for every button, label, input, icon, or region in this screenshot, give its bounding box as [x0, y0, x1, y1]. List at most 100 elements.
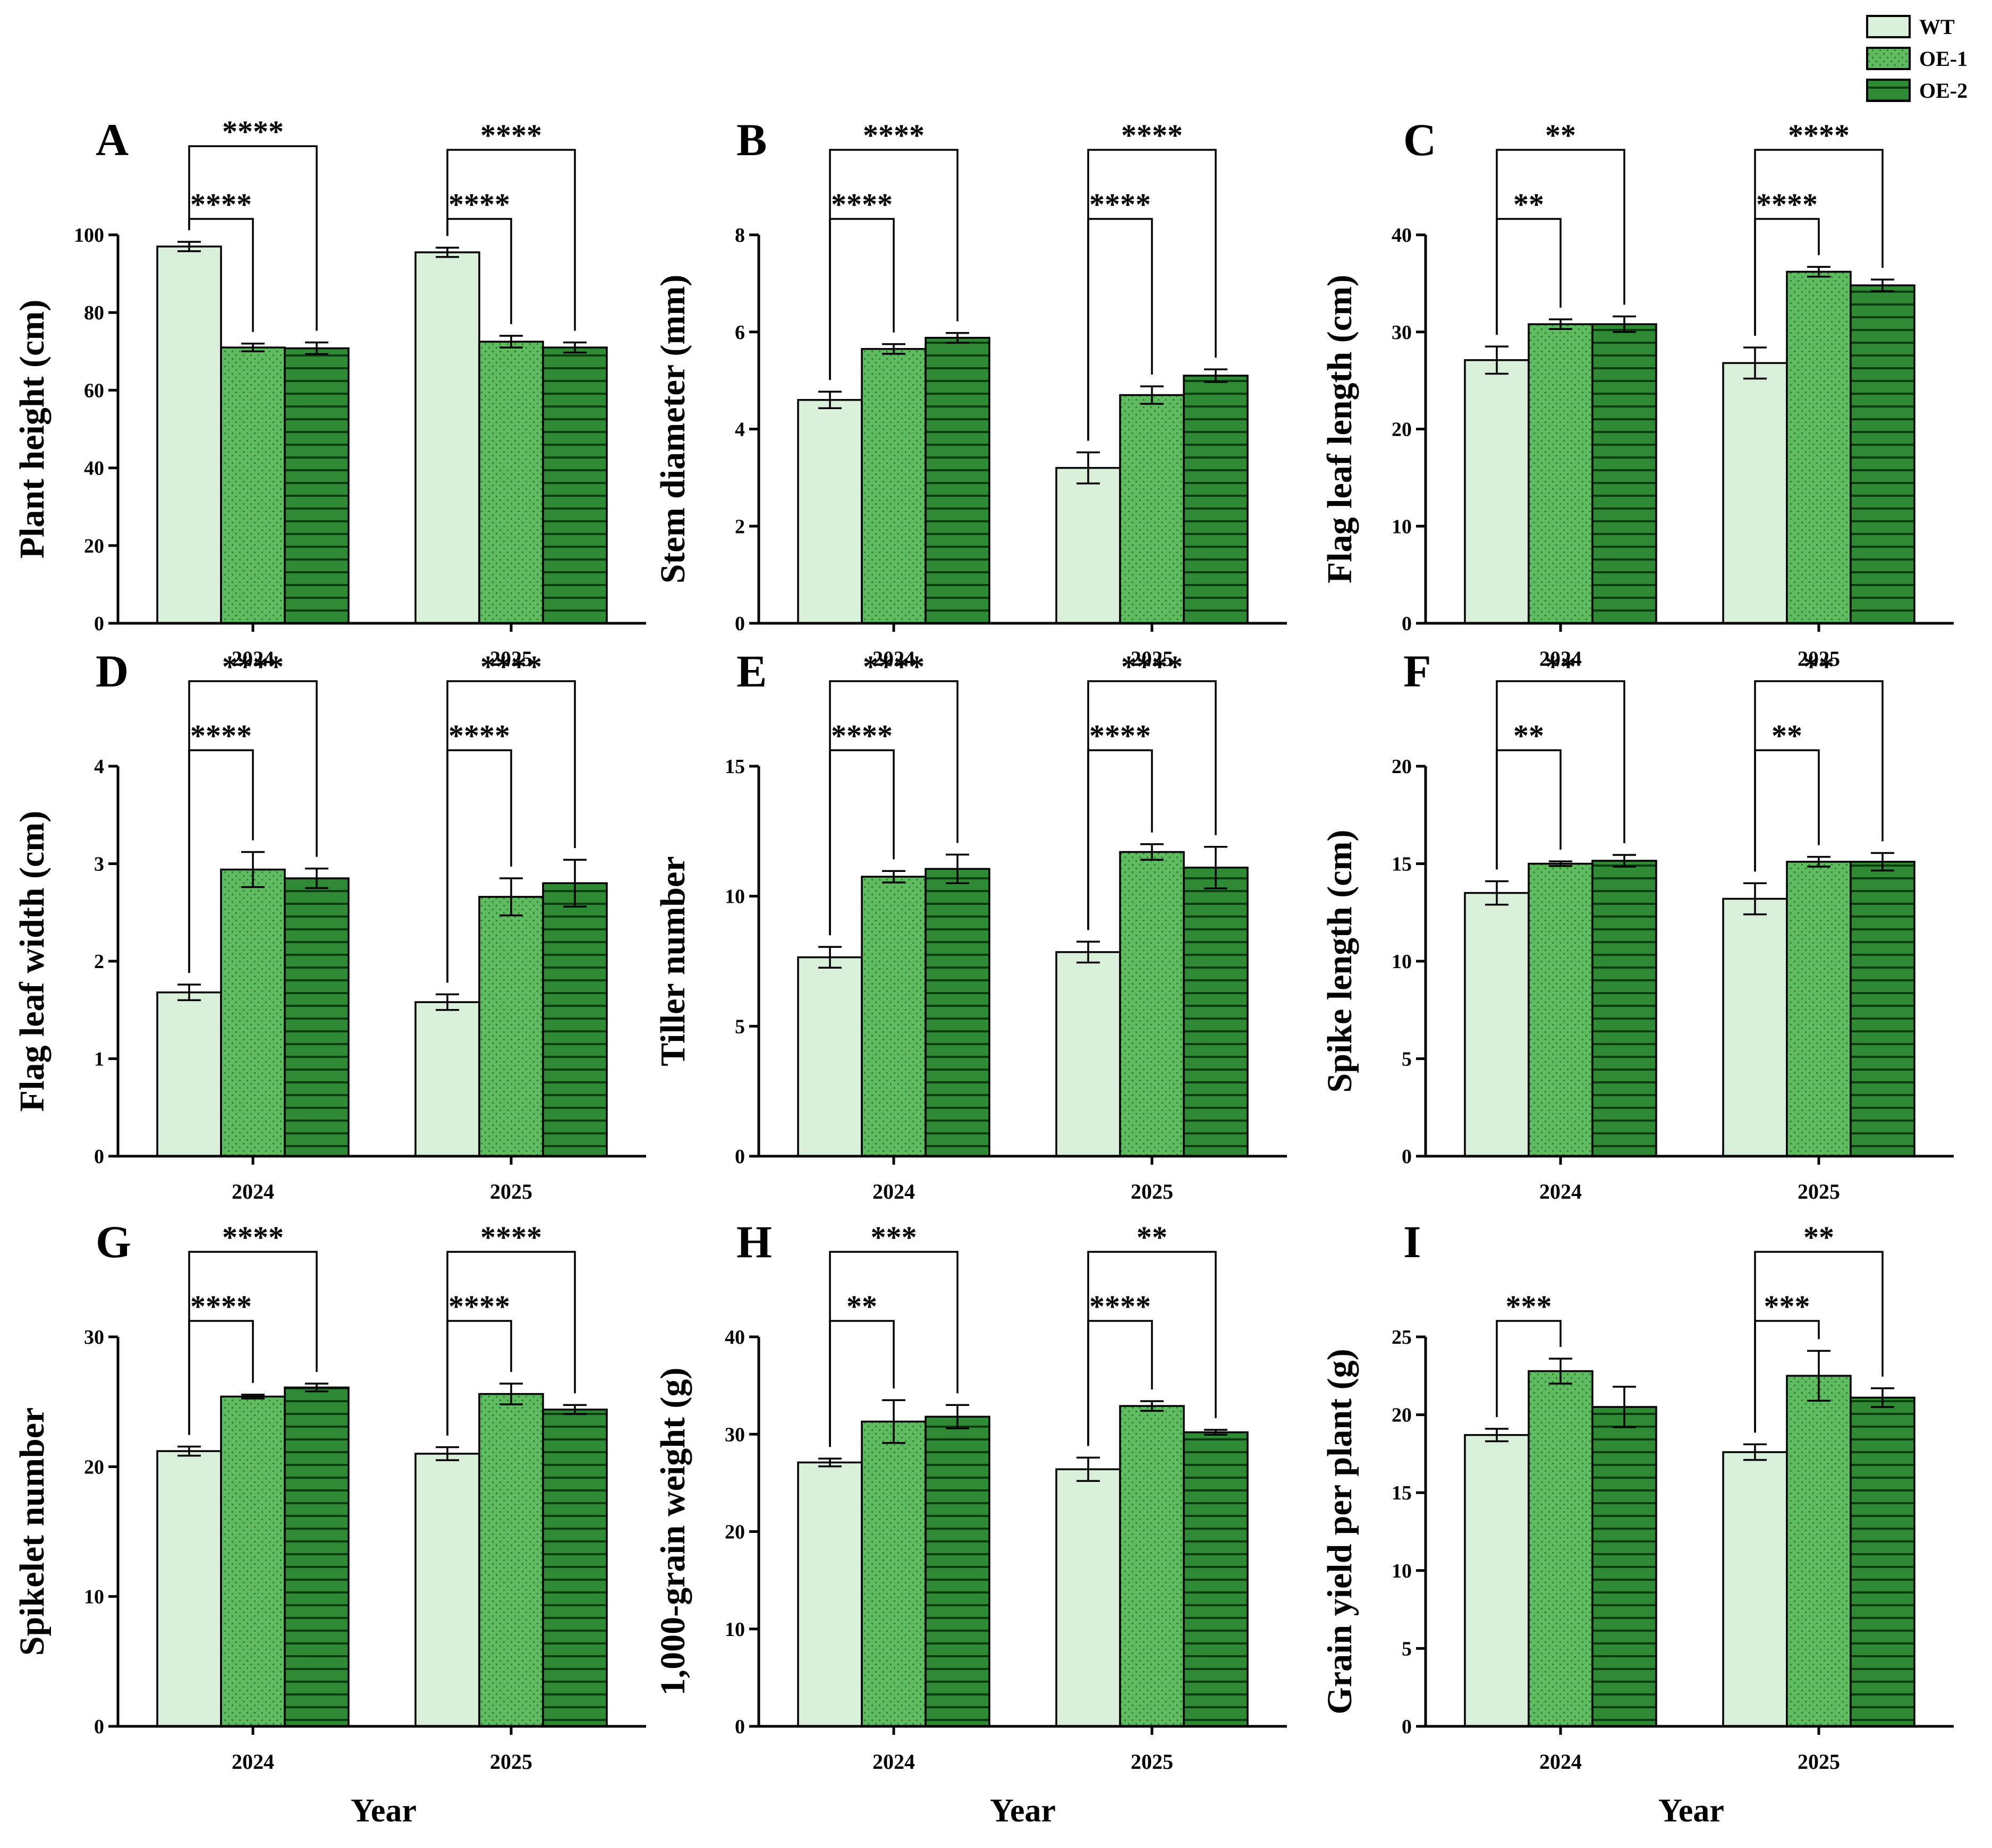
panel-h-bar-oe-1-2025: [1119, 1405, 1185, 1727]
legend: WT OE-1 OE-2: [1866, 15, 1968, 103]
panel-c-y-tick-label-40: 40: [1392, 224, 1412, 247]
panel-i-y-tick-label-5: 5: [1402, 1638, 1412, 1660]
panel-f-x-tick-label-2024: 2024: [1539, 1180, 1582, 1203]
panel-h-x-tick-label-2024: 2024: [872, 1750, 915, 1774]
legend-label-oe1: OE-1: [1919, 47, 1968, 71]
panel-i-y-tick-label-0: 0: [1402, 1716, 1412, 1738]
x-axis-label-col3: Year: [1658, 1793, 1724, 1829]
panel-h-bar-oe-1-2024: [861, 1420, 927, 1727]
panel-c-sig-label-2: ****: [1756, 187, 1818, 222]
panel-h-letter: H: [736, 1216, 772, 1267]
panel-a-sig-label-3: ****: [480, 118, 542, 152]
panel-c-sig-label-3: ****: [1788, 118, 1850, 152]
panel-h-y-tick-label-40: 40: [725, 1326, 745, 1349]
panel-b-letter: B: [736, 114, 767, 165]
panel-g-bar-oe-1-2024: [220, 1395, 286, 1727]
panel-d-bar-oe-1-2024: [220, 868, 286, 1157]
panel-a-y-tick-label-0: 0: [94, 613, 104, 635]
panel-c-y-axis-label: Flag leaf length (cm): [1320, 275, 1359, 583]
panel-h: H 1,000-grain weight (g) 2024 2025 0 10 20 30 40…: [654, 1216, 1287, 1774]
panel-c-y-tick-label-10: 10: [1392, 515, 1412, 538]
panel-b-bar-oe-1-2025: [1119, 394, 1185, 624]
panel-a-bar-oe-1-2025: [478, 341, 544, 624]
panel-i-sig-label-0: ***: [1506, 1289, 1552, 1324]
panel-e-bar-wt-2024: [797, 956, 863, 1157]
panel-h-sig-label-2: ****: [1089, 1289, 1151, 1324]
panel-f-bar-wt-2024: [1464, 892, 1530, 1157]
panel-b-bar-oe-1-2024: [861, 347, 927, 624]
panel-a: A Plant height (cm) 2024 2025 0 20 40 60 80 100 **…: [13, 114, 646, 671]
panel-g-bar-oe-2-2024: [284, 1386, 350, 1727]
panel-e-y-tick-label-10: 10: [725, 886, 745, 908]
panel-d-sig-label-2: ****: [448, 718, 510, 753]
panel-d-letter: D: [96, 646, 129, 697]
panel-d-y-tick-label-1: 1: [94, 1048, 104, 1071]
panel-g-sig-label-0: ****: [190, 1289, 252, 1324]
panel-e-x-tick-label-2024: 2024: [872, 1180, 915, 1203]
panel-d-x-tick-label-2025: 2025: [490, 1180, 532, 1203]
panel-e-sig-label-2: ****: [1089, 718, 1151, 753]
panel-a-sig-bracket-1: [188, 145, 318, 331]
panel-a-y-tick-label-100: 100: [74, 224, 104, 247]
x-axis-label-col2: Year: [990, 1793, 1056, 1829]
panel-e-bar-oe-2-2025: [1183, 867, 1249, 1157]
panel-h-sig-bracket-1: [829, 1251, 959, 1447]
panel-a-letter: A: [96, 114, 129, 165]
panel-d-bar-oe-1-2025: [478, 896, 544, 1157]
panel-h-bar-oe-2-2025: [1183, 1431, 1249, 1727]
panel-d-bar-wt-2024: [156, 991, 222, 1157]
panel-a-bar-oe-2-2024: [284, 347, 350, 624]
panel-h-sig-label-3: **: [1137, 1220, 1167, 1254]
panel-f-y-tick-label-20: 20: [1392, 756, 1412, 778]
panel-c-x-tick-label-2025: 2025: [1798, 647, 1840, 671]
panel-b-bar-wt-2024: [797, 399, 863, 624]
panel-i-y-tick-label-20: 20: [1392, 1404, 1412, 1427]
panel-d-sig-label-0: ****: [190, 718, 252, 753]
panel-f-y-tick-label-5: 5: [1402, 1048, 1412, 1071]
panel-i-sig-bracket-0: [1496, 1320, 1562, 1417]
panel-f-sig-bracket-0: [1496, 749, 1562, 870]
panel-c-bar-oe-2-2025: [1850, 284, 1915, 624]
panel-e-y-axis-label: Tiller number: [654, 856, 692, 1066]
panel-i-y-tick-label-15: 15: [1392, 1482, 1412, 1504]
x-axis-label-col1: Year: [351, 1793, 417, 1829]
panel-c-letter: C: [1403, 114, 1436, 165]
panel-c-y-tick-label-0: 0: [1402, 613, 1412, 635]
panel-e-sig-bracket-1: [829, 680, 959, 936]
panel-g-x-tick-label-2024: 2024: [232, 1750, 274, 1774]
panel-c-sig-label-1: **: [1545, 118, 1576, 152]
panel-d-sig-bracket-3: [446, 680, 576, 983]
legend-label-wt: WT: [1919, 15, 1955, 39]
panel-d-y-tick-label-3: 3: [94, 853, 104, 876]
panel-f-bar-oe-2-2024: [1591, 860, 1657, 1157]
panel-c-x-tick-label-2024: 2024: [1539, 647, 1582, 671]
panel-c-sig-label-0: **: [1513, 187, 1544, 222]
panel-c-sig-bracket-3: [1754, 149, 1884, 336]
panel-i-bar-oe-2-2024: [1591, 1406, 1657, 1727]
panel-d-sig-label-3: ****: [480, 649, 542, 684]
panel-c-y-tick-label-20: 20: [1392, 419, 1412, 441]
panel-b-y-tick-label-6: 6: [735, 321, 745, 344]
panel-a-bar-wt-2024: [156, 245, 222, 624]
panel-i-bar-wt-2025: [1722, 1451, 1788, 1727]
panel-i-sig-bracket-2: [1754, 1251, 1884, 1433]
panel-i-y-tick-label-10: 10: [1392, 1560, 1412, 1582]
legend-entry-oe1: OE-1: [1866, 47, 1968, 71]
panel-i-bar-oe-1-2025: [1786, 1375, 1852, 1727]
panel-f-x-tick-label-2025: 2025: [1798, 1180, 1840, 1203]
panel-e-sig-label-1: ****: [863, 649, 925, 684]
panel-i-y-axis-label: Grain yield per plant (g): [1320, 1349, 1359, 1714]
panel-g: G Spikelet number 2024 2025 0 10 20 30 **** **** *…: [13, 1216, 646, 1774]
panel-c-sig-bracket-0: [1496, 218, 1562, 335]
panel-b-sig-label-2: ****: [1089, 187, 1151, 222]
panel-f-sig-label-1: **: [1545, 649, 1576, 684]
panel-b-y-tick-label-0: 0: [735, 613, 745, 635]
panel-a-x-tick-label-2024: 2024: [232, 647, 274, 671]
panel-h-y-tick-label-30: 30: [725, 1423, 745, 1446]
panel-b-x-tick-label-2025: 2025: [1131, 647, 1173, 671]
panel-h-y-axis-label: 1,000-grain weight (g): [654, 1368, 692, 1696]
panel-g-y-tick-label-20: 20: [84, 1456, 104, 1478]
panel-d-y-tick-label-4: 4: [94, 756, 104, 778]
